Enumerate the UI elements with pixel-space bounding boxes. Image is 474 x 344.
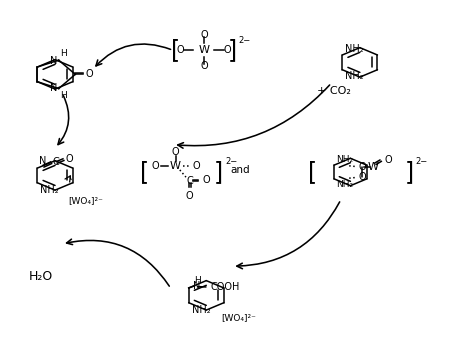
Text: and: and [230,165,249,175]
Text: W: W [170,161,181,171]
Text: N: N [50,56,57,66]
Text: O: O [200,61,208,71]
Text: NH₂: NH₂ [336,155,353,164]
Text: ]: ] [228,39,237,62]
Text: N: N [50,83,57,93]
Text: NH₂: NH₂ [345,44,364,54]
Text: N: N [193,281,201,291]
Text: W: W [199,45,210,55]
Text: H: H [61,90,67,100]
Text: 2−: 2− [416,157,428,166]
Text: O: O [359,172,366,182]
Text: [: [ [308,160,317,184]
Text: NH₂: NH₂ [40,185,59,195]
Text: COOH: COOH [210,282,240,292]
Text: H: H [194,276,201,284]
Text: O: O [384,155,392,165]
Text: + CO₂: + CO₂ [317,86,351,96]
Text: O: O [192,161,200,171]
Text: O: O [177,45,184,55]
Text: O: O [202,175,210,185]
Text: O: O [65,154,73,164]
Text: NH₂: NH₂ [345,71,364,81]
Text: H: H [61,49,67,58]
Text: ]: ] [213,160,223,184]
Text: O: O [186,191,193,201]
Text: 2−: 2− [225,157,237,166]
Text: O: O [172,147,179,157]
Text: [WO₄]²⁻: [WO₄]²⁻ [68,197,103,206]
Text: O: O [86,69,93,79]
Text: NH₂: NH₂ [336,180,353,189]
Text: C: C [53,157,59,167]
Text: W: W [367,162,378,172]
Text: ]: ] [405,160,414,184]
Text: H₂O: H₂O [29,270,53,283]
Text: O: O [200,30,208,40]
Text: [: [ [140,160,149,184]
Text: NH₂: NH₂ [191,305,210,315]
Text: [WO₄]²⁻: [WO₄]²⁻ [221,313,256,322]
Text: [: [ [171,39,180,62]
Text: O: O [359,162,366,172]
Text: O: O [224,45,231,55]
Text: O: O [151,161,159,171]
Text: N: N [39,156,47,166]
Text: C: C [186,175,193,185]
Text: 2−: 2− [238,36,251,45]
